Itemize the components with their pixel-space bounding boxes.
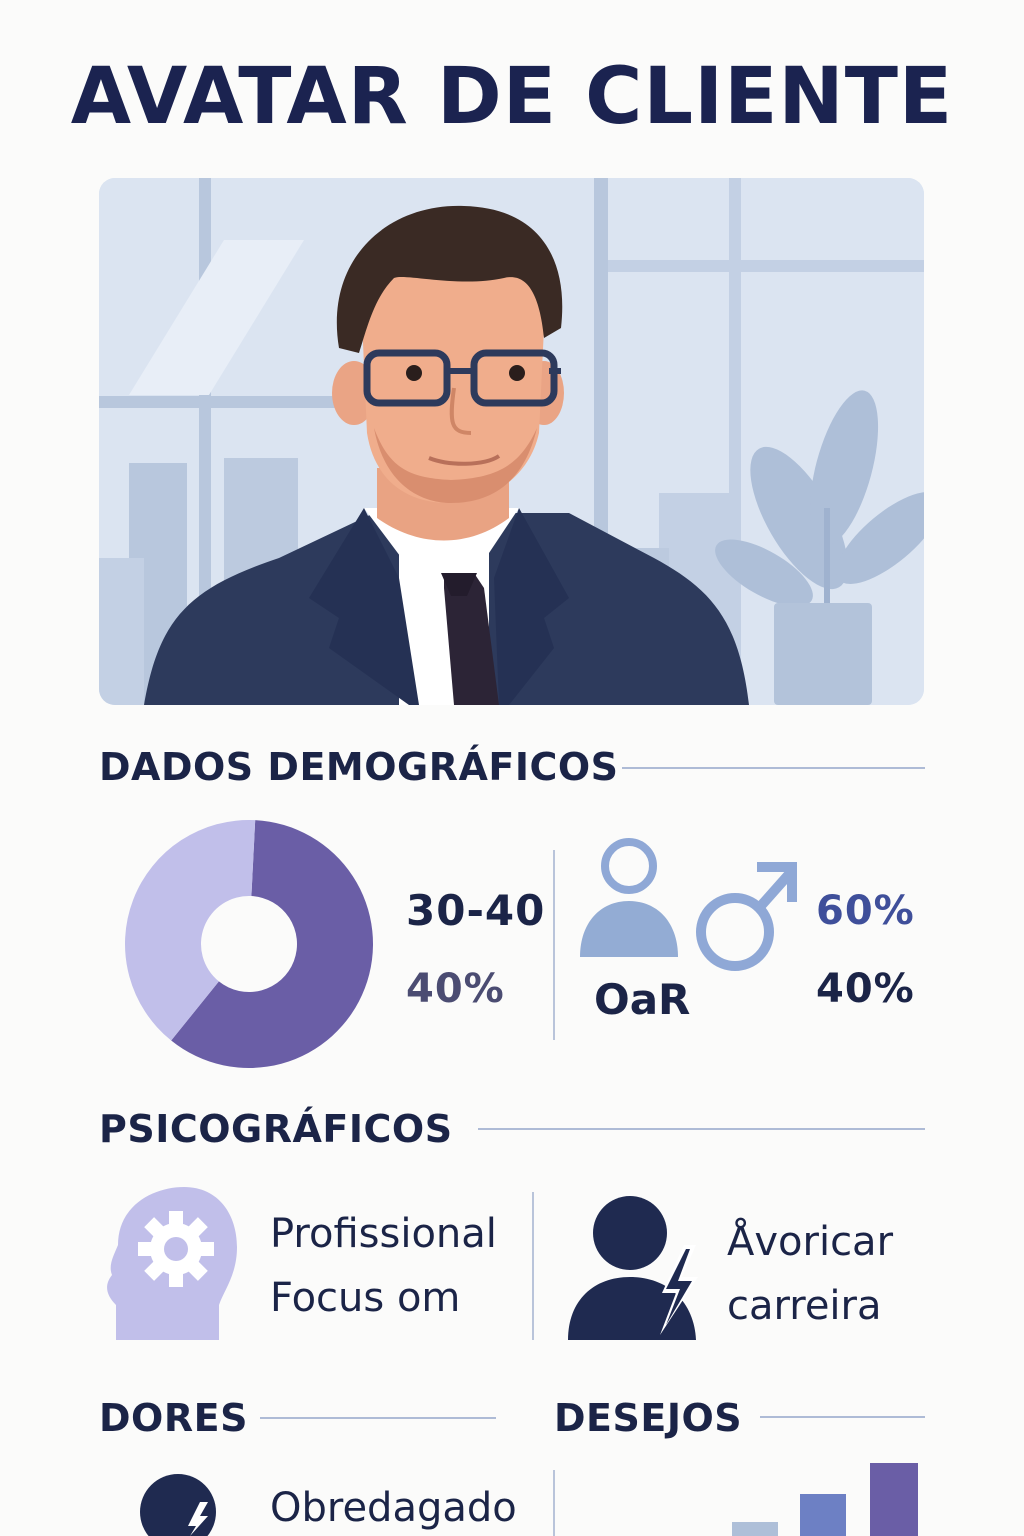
pain-bolt-icon — [140, 1474, 216, 1536]
age-range-value: 30-40 — [406, 886, 546, 935]
psychographic-left-text: Profissional Focus om — [270, 1202, 497, 1330]
avatar-illustration-svg — [99, 178, 924, 705]
psychographic-right-line: carreira — [727, 1283, 882, 1329]
psychographic-left-line: Focus om — [270, 1275, 461, 1321]
psychographic-right-text: Åvoricar carreira — [727, 1210, 893, 1338]
section-title-pains: DORES — [99, 1396, 248, 1440]
psychographic-right-line: Åvoricar — [727, 1219, 894, 1265]
person-label: OaR — [594, 975, 691, 1024]
head-gear-icon — [107, 1187, 237, 1340]
age-donut-chart — [125, 820, 374, 1068]
vertical-divider — [532, 1192, 534, 1340]
vertical-divider — [553, 1470, 555, 1536]
donut-slice — [125, 820, 256, 1041]
section-rule — [760, 1416, 925, 1418]
section-title-psychographics: PSICOGRÁFICOS — [99, 1107, 453, 1151]
desires-bar-icon — [732, 1463, 918, 1536]
age-share-value: 40% — [406, 966, 505, 1012]
person-icon — [580, 838, 678, 957]
vertical-divider — [553, 850, 555, 1040]
person-bolt-icon — [568, 1196, 698, 1340]
section-rule — [478, 1128, 925, 1130]
page-title: AVATAR DE CLIENTE — [70, 52, 954, 142]
section-rule — [260, 1417, 496, 1419]
avatar-illustration — [99, 178, 924, 705]
donut-slice — [171, 820, 374, 1068]
pain-item: Obredagado — [270, 1485, 517, 1531]
male-symbol-icon — [696, 862, 797, 971]
section-rule — [622, 767, 925, 769]
section-title-desires: DESEJOS — [554, 1396, 743, 1440]
male-share-value: 60% — [816, 888, 915, 934]
psychographic-left-line: Profissional — [270, 1211, 497, 1257]
section-title-demographics: DADOS DEMOGRÁFICOS — [99, 745, 619, 789]
other-share-value: 40% — [816, 966, 915, 1012]
